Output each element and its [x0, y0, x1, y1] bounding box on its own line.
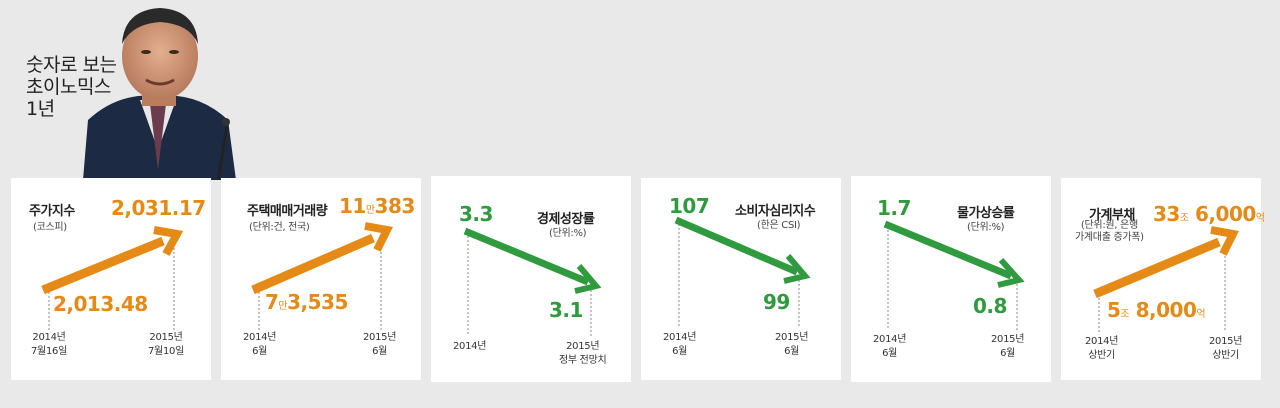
end-value: 0.8: [973, 294, 1007, 318]
title-line-1: 숫자로 보는: [26, 54, 117, 76]
card-subtitle: (단위:원, 은행 가계대출 증가폭): [1075, 220, 1144, 243]
start-date: 2014년 6월: [873, 334, 907, 359]
trend-arrow-up: [1093, 226, 1239, 332]
end-date: 2015년 6월: [775, 332, 809, 357]
trend-arrow-down: [674, 216, 811, 328]
card-household-debt: 가계부채 (단위:원, 은행 가계대출 증가폭) 33조 6,000억 5조 8,…: [1061, 178, 1265, 380]
end-date: 2015년 7월10일: [148, 332, 184, 357]
start-value: 3.3: [459, 202, 493, 226]
card-title: 가계부채: [1089, 208, 1135, 223]
card-consumer-sentiment: 107 소비자심리지수 (한은 CSI) 99 2014년 6월 2015년 6월: [641, 178, 841, 380]
start-date: 2014년: [453, 341, 487, 352]
end-value: 33조 6,000억: [1153, 202, 1265, 226]
card-subtitle: (코스피): [33, 222, 67, 233]
card-subtitle: (단위:%): [967, 222, 1005, 233]
end-date: 2015년 6월: [363, 332, 397, 357]
start-value: 7만3,535: [265, 290, 348, 314]
trend-arrow-up: [41, 226, 184, 332]
card-title: 소비자심리지수: [735, 204, 816, 219]
title-line-2: 초이노믹스: [26, 76, 111, 98]
start-date: 2014년 6월: [663, 332, 697, 357]
card-title: 경제성장률: [537, 212, 595, 227]
card-inflation: 1.7 물가상승률 (단위:%) 0.8 2014년 6월 2015년 6월: [851, 176, 1051, 382]
start-date: 2014년 상반기: [1085, 336, 1119, 361]
page-title: 숫자로 보는 초이노믹스 1년: [26, 54, 117, 120]
trend-arrow-down: [463, 227, 602, 336]
end-date: 2015년 상반기: [1209, 336, 1243, 361]
start-date: 2014년 6월: [243, 332, 277, 357]
start-value: 5조 8,000억: [1107, 298, 1206, 322]
portrait-photo: [78, 0, 236, 180]
trend-arrow-down: [883, 220, 1025, 330]
start-value: 1.7: [877, 196, 911, 220]
end-date: 2015년 6월: [991, 334, 1025, 359]
trend-arrow-up: [251, 222, 393, 332]
card-title: 주가지수: [29, 204, 75, 219]
end-value: 99: [763, 290, 790, 314]
title-line-3: 1년: [26, 98, 55, 120]
card-subtitle: (단위:%): [549, 228, 587, 239]
card-subtitle: (한은 CSI): [757, 220, 801, 231]
card-title: 주택매매거래량: [247, 204, 328, 219]
end-value: 11만383: [339, 194, 415, 218]
card-subtitle: (단위:건, 전국): [249, 222, 310, 233]
card-growth-rate: 3.3 경제성장률 (단위:%) 3.1 2014년 2015년 정부 전망치: [431, 176, 631, 382]
card-title: 물가상승률: [957, 206, 1015, 221]
end-value: 3.1: [549, 298, 583, 322]
end-value: 2,031.17: [111, 196, 206, 220]
card-stock-index: 주가지수 (코스피) 2,031.17 2,013.48 2014년 7월16일 …: [11, 178, 211, 380]
start-value: 2,013.48: [53, 292, 148, 316]
start-date: 2014년 7월16일: [31, 332, 67, 357]
card-housing-transactions: 주택매매거래량 (단위:건, 전국) 11만383 7만3,535 2014년 6…: [221, 178, 421, 380]
end-date: 2015년 정부 전망치: [559, 341, 607, 366]
start-value: 107: [669, 194, 710, 218]
